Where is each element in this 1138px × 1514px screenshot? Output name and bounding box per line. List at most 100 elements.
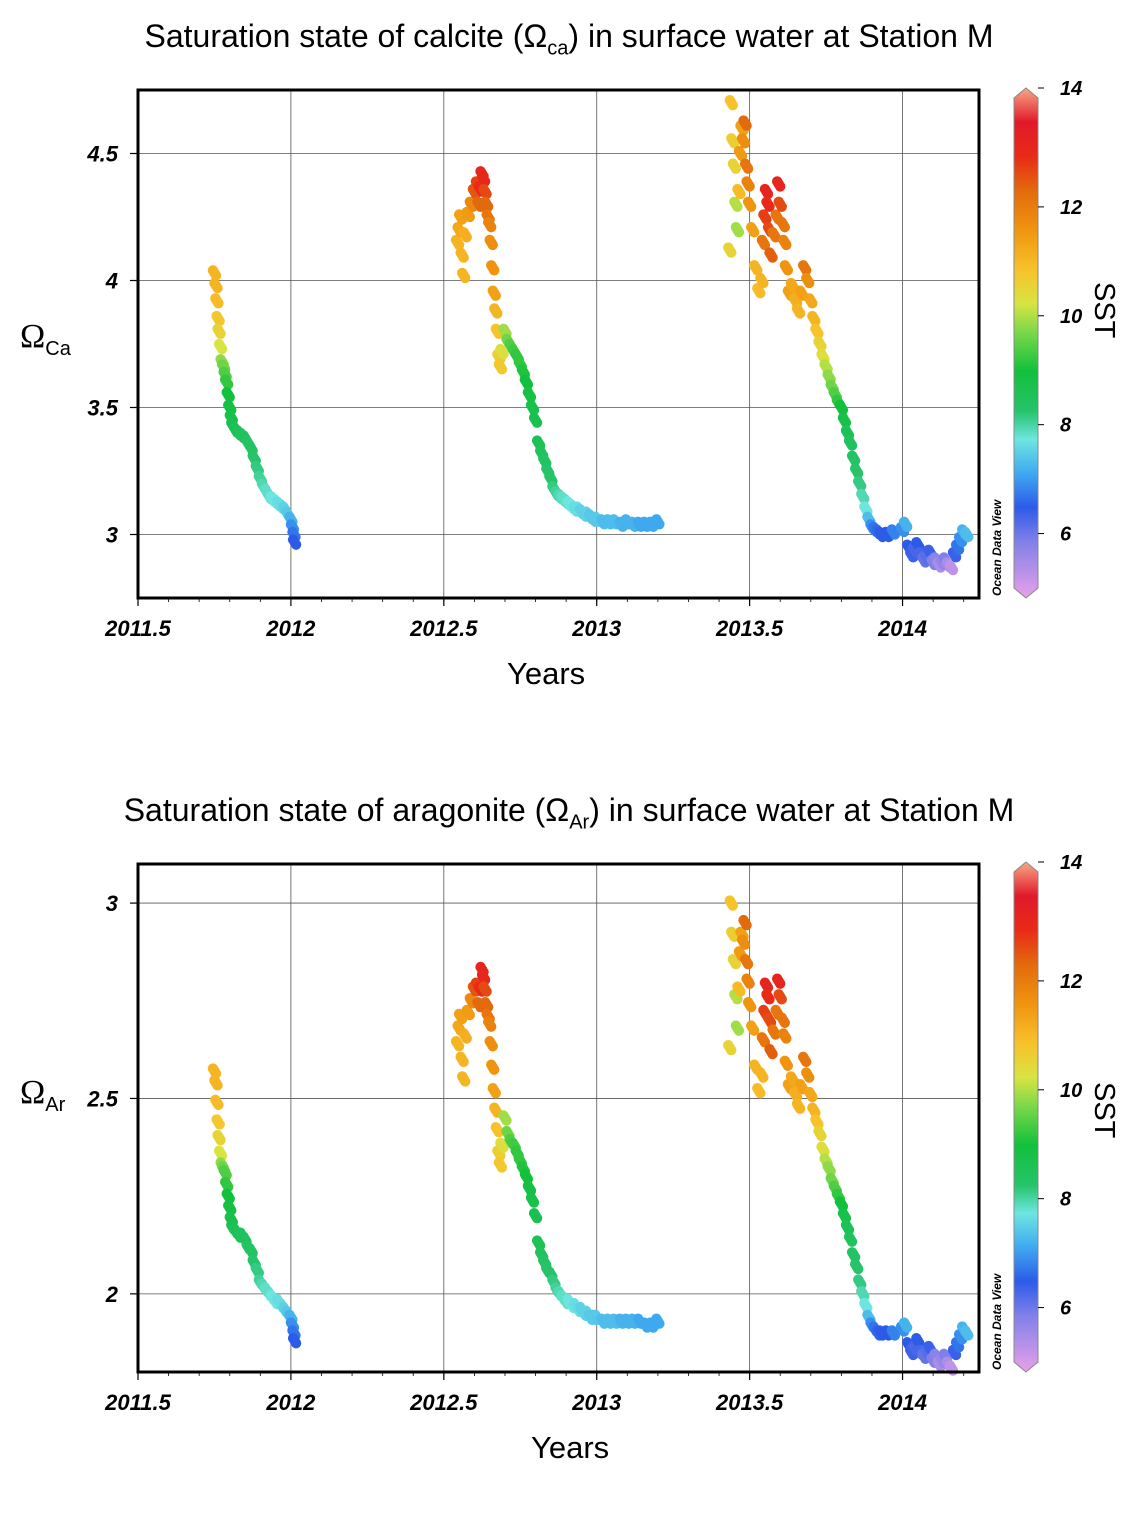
data-point: [762, 188, 774, 200]
data-point: [735, 986, 746, 997]
x-tick-label: 2013: [571, 616, 621, 641]
data-point: [522, 379, 534, 390]
x-tick-label: 2012.5: [409, 1390, 478, 1415]
x-axis-label: Years: [531, 1430, 610, 1465]
chart-title: Saturation state of aragonite (ΩAr) in s…: [123, 792, 1015, 834]
data-point: [852, 468, 864, 479]
data-point: [739, 939, 751, 950]
data-point: [531, 1212, 543, 1224]
data-point: [755, 1087, 766, 1099]
y-tick-label: 3: [106, 523, 118, 548]
plot-frame: [136, 88, 981, 600]
data-point: [800, 1056, 812, 1068]
data-point: [482, 201, 494, 212]
data-point: [744, 181, 755, 192]
data-point: [485, 1021, 497, 1032]
data-point: [745, 1001, 757, 1013]
data-point: [528, 404, 540, 416]
data-point: [216, 343, 228, 355]
plot-frame: [136, 862, 981, 1374]
data-point: [794, 1103, 806, 1114]
x-tick-label: 2014: [877, 1390, 927, 1415]
data-point: [849, 455, 861, 466]
data-point: [800, 265, 812, 276]
data-point: [727, 100, 738, 111]
data-point: [490, 290, 501, 301]
data-point: [733, 1025, 745, 1036]
data-point: [758, 277, 769, 289]
x-tick-label: 2013: [571, 1390, 621, 1415]
calcite-scatter-plot: 2011.5 2012 2012.5 2013 2013.5 2014 3 3.5 4 4.5 6 8…: [86, 78, 1082, 641]
sst-colorbar: [1013, 87, 1039, 599]
data-point: [213, 1099, 224, 1111]
colorbar-tick-label: 10: [1060, 1080, 1082, 1102]
data-point: [767, 1048, 778, 1060]
data-point: [764, 201, 775, 212]
data-point: [759, 239, 771, 251]
colorbar-tick-label: 8: [1060, 415, 1072, 437]
x-tick-label: 2011.5: [104, 1390, 171, 1415]
y-tick-label: 4: [105, 269, 118, 294]
data-point: [807, 298, 818, 309]
data-point: [213, 298, 224, 309]
data-point: [889, 1330, 901, 1341]
data-point: [947, 564, 959, 576]
data-point: [776, 201, 787, 212]
data-point: [729, 138, 740, 149]
calcite-panel: Saturation state of calcite (Ωca) in sur…: [0, 0, 1138, 740]
data-point: [953, 1341, 965, 1353]
chart-title: Saturation state of calcite (Ωca) in sur…: [144, 18, 994, 60]
data-point: [528, 1197, 540, 1208]
data-point: [816, 1130, 827, 1142]
data-point: [745, 201, 757, 212]
y-tick-label: 4.5: [86, 142, 118, 167]
data-point: [741, 919, 752, 931]
data-point: [496, 364, 508, 375]
y-tick-label: 3.5: [87, 396, 118, 421]
data-point: [748, 1025, 760, 1036]
data-point: [744, 978, 755, 989]
data-point: [461, 1033, 472, 1044]
data-point: [742, 163, 754, 174]
data-point: [481, 188, 492, 200]
colorbar-tick-label: 12: [1060, 971, 1082, 993]
data-point: [730, 958, 742, 970]
x-tick-label: 2014: [877, 616, 927, 641]
data-point: [774, 978, 786, 989]
data-point: [804, 1072, 815, 1083]
x-tick-label: 2012: [265, 616, 316, 641]
data-point: [852, 1263, 864, 1275]
data-point: [813, 328, 824, 339]
data-point: [794, 308, 806, 319]
data-point: [464, 211, 475, 223]
data-point: [464, 1009, 475, 1021]
data-point: [739, 138, 751, 149]
data-point: [748, 227, 760, 238]
data-point: [735, 188, 746, 200]
data-point: [782, 1060, 794, 1071]
data-point: [459, 1076, 471, 1087]
data-point: [840, 417, 852, 428]
data-point: [804, 277, 815, 289]
data-point: [770, 1029, 781, 1040]
colorbar-tick-label: 6: [1060, 1298, 1072, 1320]
data-point: [210, 270, 222, 281]
data-point: [755, 287, 766, 299]
data-point: [456, 1013, 468, 1025]
data-point: [901, 1322, 913, 1333]
y-tick-label: 2.5: [86, 1086, 118, 1111]
data-point: [290, 1338, 302, 1349]
colorbar-tick-label: 14: [1060, 78, 1082, 100]
data-point: [222, 379, 234, 390]
data-point: [487, 1041, 498, 1052]
data-point: [485, 221, 497, 233]
colorbar-tick-label: 10: [1060, 306, 1082, 328]
data-point: [889, 529, 901, 540]
data-point: [732, 201, 743, 212]
x-tick-label: 2012.5: [409, 616, 478, 641]
data-point: [501, 1115, 512, 1126]
data-point: [525, 392, 537, 403]
data-point: [767, 252, 778, 263]
data-point: [816, 341, 827, 352]
data-point: [461, 232, 472, 243]
